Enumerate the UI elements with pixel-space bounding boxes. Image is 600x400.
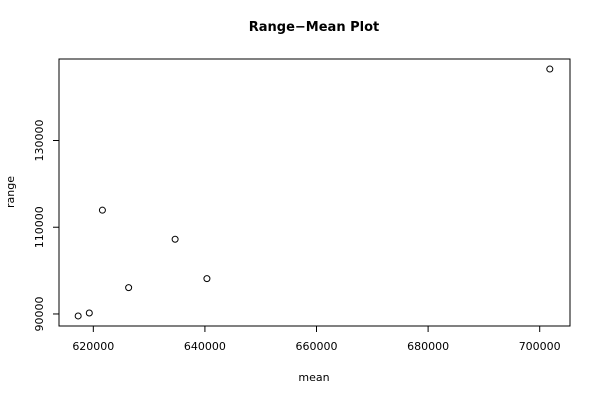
y-tick-label: 90000 bbox=[33, 296, 46, 331]
point bbox=[171, 235, 179, 243]
y-tick-label: 130000 bbox=[33, 119, 46, 161]
point bbox=[85, 309, 93, 317]
point bbox=[546, 65, 554, 73]
x-tick-label: 680000 bbox=[407, 340, 449, 353]
point bbox=[98, 206, 106, 214]
x-tick-label: 640000 bbox=[184, 340, 226, 353]
x-tick-label: 700000 bbox=[519, 340, 561, 353]
plot-box bbox=[58, 58, 571, 327]
x-tick-label: 660000 bbox=[296, 340, 338, 353]
y-tick-label: 110000 bbox=[33, 206, 46, 248]
point bbox=[74, 312, 82, 320]
point bbox=[203, 275, 211, 283]
chart-title: Range−Mean Plot bbox=[249, 20, 380, 35]
y-axis-label: range bbox=[4, 176, 17, 208]
point bbox=[125, 284, 133, 292]
x-axis-label: mean bbox=[298, 371, 329, 384]
x-tick-label: 620000 bbox=[72, 340, 114, 353]
